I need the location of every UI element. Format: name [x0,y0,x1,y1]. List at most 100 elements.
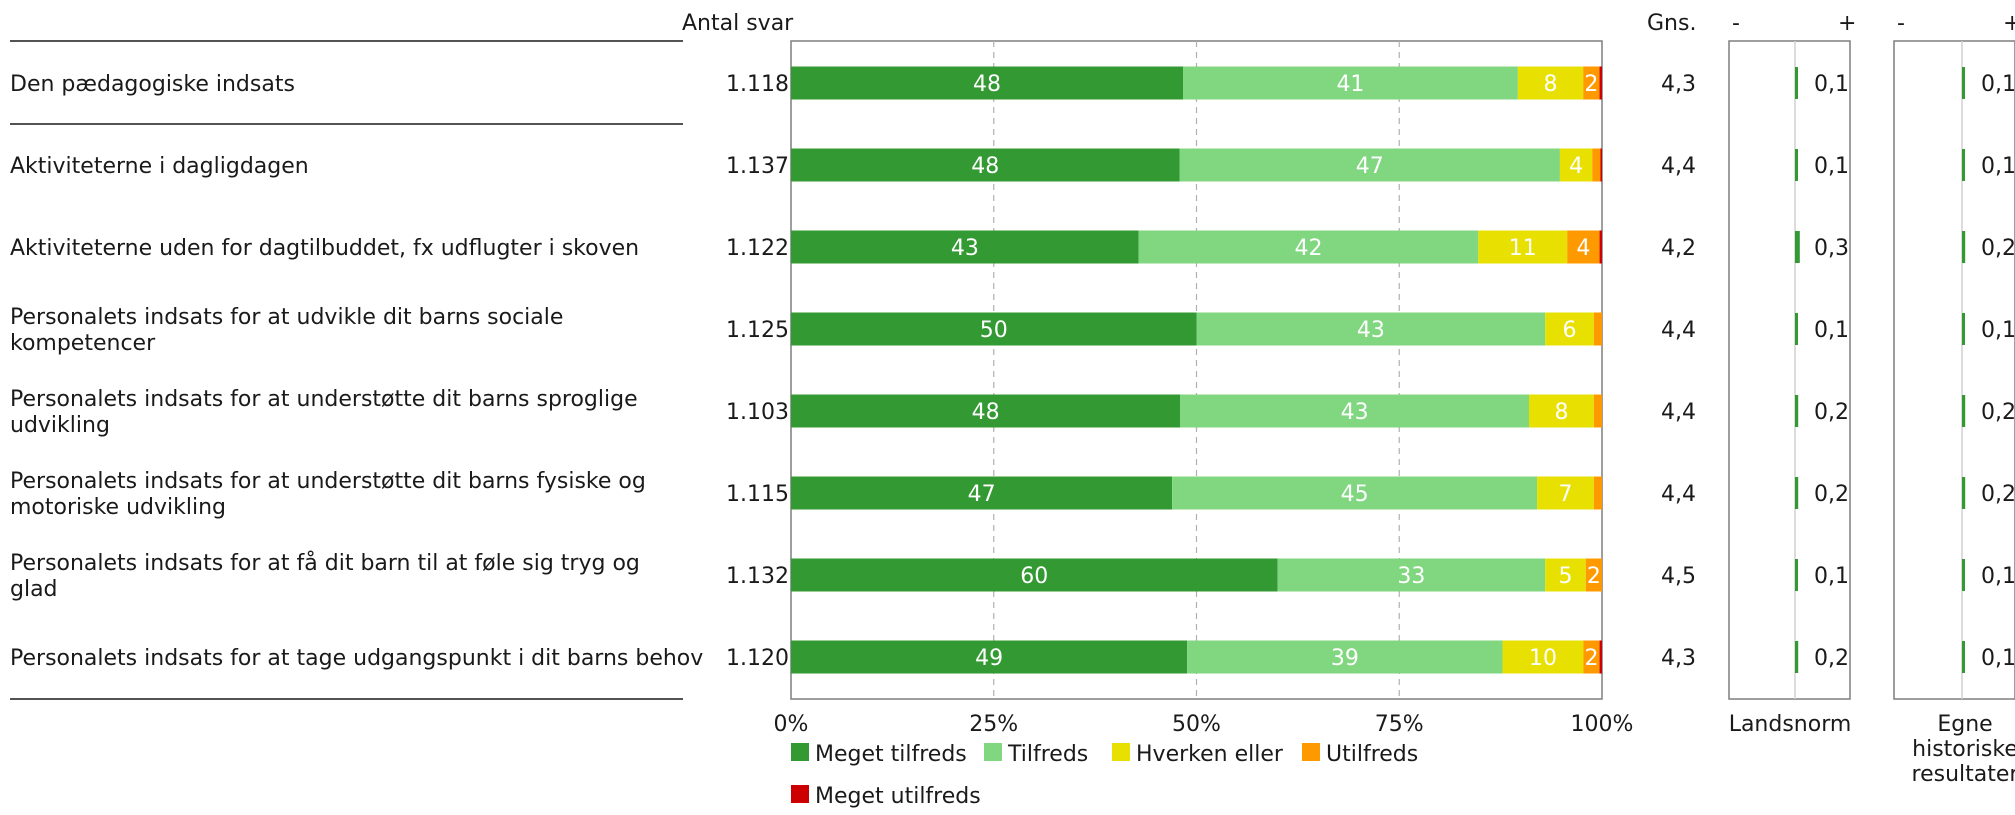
bar-value-label: 11 [1509,236,1537,261]
bar-value-label: 2 [1584,646,1598,671]
legend-swatch [1112,743,1130,761]
legend-swatch [1302,743,1320,761]
bar-value-label: 45 [1341,482,1369,507]
category-label: Personalets indsats for at udvikle dit b… [10,305,563,356]
comparison-value: 0,1 [1814,154,1849,179]
category-label: Personalets indsats for at understøtte d… [10,387,638,438]
comparison-indicator [1962,231,1966,263]
bar-value-label: 43 [1341,400,1369,425]
x-tick-label: 75% [1375,712,1424,737]
comparison-panel-title: historiske [1912,737,2015,762]
legend-label: Utilfreds [1326,742,1418,767]
bar-value-label: 43 [1357,318,1385,343]
answer-count: 1.103 [726,400,789,425]
bar-segment [1599,66,1602,100]
comparison-value: 0,1 [1981,646,2015,671]
comparison-indicator [1795,641,1799,673]
bar-segment [791,558,1278,592]
x-tick-label: 0% [774,712,809,737]
average-value: 4,4 [1661,482,1696,507]
answer-count: 1.122 [726,236,789,261]
bar-segment [1196,312,1546,346]
category-label: Den pædagogiske indsats [10,72,295,97]
comparison-indicator [1962,313,1965,345]
bar-value-label: 7 [1559,482,1573,507]
bar-segment [1592,148,1601,182]
legend-swatch [791,743,809,761]
count-column-header: Antal svar [682,11,794,36]
bar-segment [791,476,1173,510]
bar-value-label: 2 [1584,72,1598,97]
average-value: 4,2 [1661,236,1696,261]
bar-segment [1593,394,1602,428]
bar-segment [1529,394,1594,428]
bar-value-label: 41 [1336,72,1364,97]
category-label: Aktiviteterne uden for dagtilbuddet, fx … [10,236,639,261]
bar-segment [1599,230,1602,264]
comparison-value: 0,2 [1814,646,1849,671]
legend-label: Meget tilfreds [815,742,967,767]
comparison-value: 0,1 [1814,564,1849,589]
bar-segment [1138,230,1479,264]
bar-value-label: 4 [1569,154,1583,179]
comparison-indicator [1962,149,1965,181]
comparison-value: 0,1 [1981,564,2015,589]
bar-value-label: 5 [1559,564,1573,589]
plot-frame [790,40,1603,700]
answer-count: 1.125 [726,318,789,343]
bar-segment [1187,640,1503,674]
comparison-indicator [1795,313,1798,345]
comparison-panel-frame [1728,40,1851,700]
bar-value-label: 2 [1587,564,1601,589]
average-value: 4,4 [1661,154,1696,179]
bar-segment [791,230,1139,264]
answer-count: 1.115 [726,482,789,507]
bar-value-label: 6 [1563,318,1577,343]
average-value: 4,3 [1661,72,1696,97]
bar-segment [1599,640,1602,674]
panel-minus-label: - [1897,11,1905,36]
bar-segment [1559,148,1593,182]
bar-segment [1478,230,1568,264]
answer-count: 1.132 [726,564,789,589]
comparison-value: 0,1 [1981,154,2015,179]
comparison-value: 0,2 [1981,400,2015,425]
legend-label: Tilfreds [1007,742,1088,767]
legend-label: Hverken eller [1136,742,1284,767]
bar-value-label: 10 [1529,646,1557,671]
bar-segment [1179,148,1560,182]
comparison-panel-frame [1893,40,2015,700]
bar-value-label: 49 [975,646,1003,671]
bar-value-label: 47 [968,482,996,507]
panel-minus-label: - [1732,11,1740,36]
x-tick-label: 100% [1571,712,1634,737]
comparison-indicator [1795,67,1798,99]
bar-segment [1545,312,1594,346]
bar-segment [1517,66,1584,100]
comparison-panel-title: Landsnorm [1729,712,1852,737]
bar-segment [1537,476,1594,510]
comparison-value: 0,2 [1814,482,1849,507]
average-value: 4,3 [1661,646,1696,671]
bar-value-label: 33 [1397,564,1425,589]
comparison-value: 0,2 [1981,236,2015,261]
bar-segment [791,148,1180,182]
comparison-value: 0,1 [1981,72,2015,97]
bar-segment [1583,66,1600,100]
average-column-header: Gns. [1647,11,1696,36]
panel-plus-label: + [2003,11,2015,36]
bar-value-label: 8 [1544,72,1558,97]
x-tick-label: 50% [1172,712,1221,737]
bar-segment [1183,66,1518,100]
bar-value-label: 60 [1020,564,1048,589]
answer-count: 1.118 [726,72,789,97]
bar-segment [1583,640,1600,674]
bar-segment [1172,476,1538,510]
bar-value-label: 42 [1294,236,1322,261]
answer-count: 1.137 [726,154,789,179]
bar-value-label: 50 [980,318,1008,343]
legend-label: Meget utilfreds [815,784,981,809]
bar-value-label: 4 [1576,236,1590,261]
average-value: 4,5 [1661,564,1696,589]
